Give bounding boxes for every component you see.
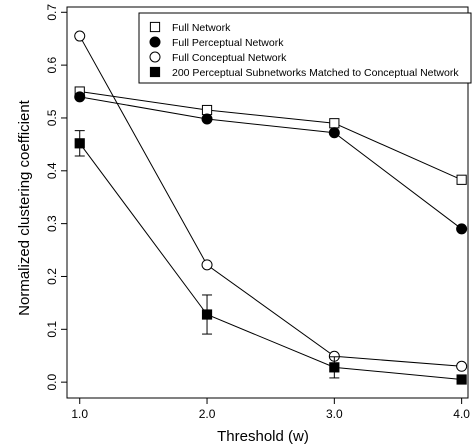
x-tick-label: 1.0: [71, 407, 88, 421]
data-point: [201, 309, 213, 320]
y-tick-label: 0.5: [45, 109, 59, 126]
series-3: [74, 30, 468, 372]
y-axis-title: Normalized clustering coefficient: [16, 99, 33, 315]
series-line: [79, 91, 462, 181]
legend-marker: [149, 51, 161, 63]
plot-frame: [66, 6, 469, 399]
data-point: [456, 174, 467, 185]
legend: Full Network Full Perceptual Network Full …: [138, 12, 472, 84]
legend-marker: [149, 21, 161, 33]
y-tick-label: 0.7: [45, 4, 59, 21]
series-layer: [74, 30, 468, 385]
data-point: [329, 118, 340, 129]
data-point: [456, 223, 468, 235]
series-2: [74, 91, 468, 235]
x-tick-label: 2.0: [199, 407, 216, 421]
y-tick-label: 0.3: [45, 215, 59, 232]
data-point: [74, 91, 86, 103]
legend-marker: [149, 66, 161, 78]
plot-axes: 1.0 2.0 3.0 4.0 0.0 0.1 0.2 0.3 0.4 0.5 0.6 0.7: [45, 4, 470, 421]
y-tick-label: 0.6: [45, 56, 59, 73]
x-tick-label: 3.0: [326, 407, 343, 421]
data-point: [456, 360, 468, 372]
data-point: [201, 113, 213, 125]
data-point: [201, 104, 213, 116]
legend-label: 200 Perceptual Subnetworks Matched to Co…: [172, 67, 459, 79]
legend-label: Full Perceptual Network: [172, 37, 284, 49]
series-line: [79, 35, 462, 367]
y-tick-label: 0.4: [45, 162, 59, 179]
x-tick-label: 4.0: [453, 407, 470, 421]
series-line: [79, 96, 462, 230]
series-1: [74, 86, 467, 185]
series-line: [79, 143, 462, 381]
data-point: [328, 127, 340, 139]
data-point: [456, 374, 467, 385]
legend-marker: [149, 36, 161, 48]
y-tick-label: 0.0: [45, 373, 59, 390]
y-tick-label: 0.2: [45, 268, 59, 285]
legend-label: Full Network: [172, 22, 231, 34]
data-point: [329, 362, 340, 373]
legend-label: Full Conceptual Network: [172, 52, 287, 64]
series-4: [74, 130, 467, 385]
data-point: [74, 30, 86, 42]
data-point: [201, 259, 213, 271]
x-axis-title: Threshold (w): [217, 428, 309, 445]
y-tick-label: 0.1: [45, 321, 59, 338]
data-point: [74, 138, 85, 149]
legend-box: [138, 12, 472, 84]
